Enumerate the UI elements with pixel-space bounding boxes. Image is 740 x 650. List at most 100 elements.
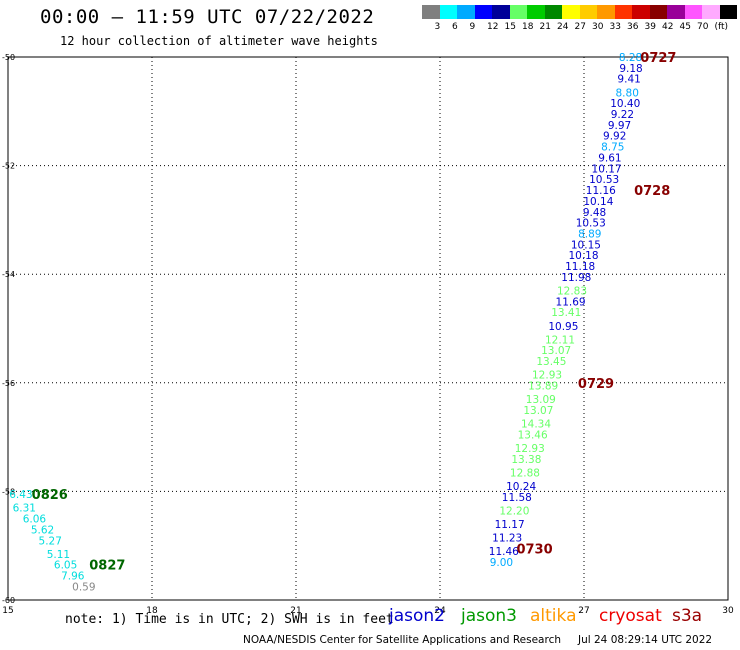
x-tick-label: 30 bbox=[722, 606, 734, 616]
colorbar-label: 39 bbox=[644, 22, 656, 32]
data-point-label: 6.06 bbox=[23, 514, 47, 526]
pass-date-label: 0730 bbox=[516, 542, 552, 557]
y-tick-label: -58 bbox=[2, 487, 15, 496]
data-point-label: 8.89 bbox=[578, 228, 601, 240]
colorbar-swatch bbox=[509, 5, 527, 19]
colorbar-swatch bbox=[457, 5, 475, 19]
data-point-label: 12.83 bbox=[557, 285, 587, 297]
data-point-label: 13.38 bbox=[511, 454, 541, 466]
footer-timestamp: Jul 24 08:29:14 UTC 2022 bbox=[578, 634, 713, 646]
legend-jason3: jason3 bbox=[461, 606, 517, 626]
pass-date-label: 0827 bbox=[89, 559, 125, 574]
data-point-label: 10.15 bbox=[571, 239, 601, 251]
y-tick-label: -60 bbox=[2, 596, 15, 605]
x-tick-label: 15 bbox=[2, 606, 13, 616]
colorbar-label: 15 bbox=[504, 22, 516, 32]
colorbar-swatch bbox=[579, 5, 597, 19]
data-point-label: 12.93 bbox=[515, 443, 545, 455]
legend-jason2: jason2 bbox=[389, 606, 445, 626]
data-point-label: 13.07 bbox=[523, 405, 553, 417]
data-point-label: 11.58 bbox=[502, 492, 532, 504]
colorbar-swatch bbox=[719, 5, 737, 19]
data-point-label: 6.31 bbox=[13, 503, 36, 515]
data-point-label: 13.45 bbox=[536, 356, 566, 368]
colorbar-label: 6 bbox=[452, 22, 458, 32]
pass-date-label: 0729 bbox=[578, 377, 614, 392]
data-point-label: 0.59 bbox=[72, 581, 95, 593]
data-point-label: 8.75 bbox=[601, 142, 624, 154]
colorbar-swatch bbox=[439, 5, 457, 19]
data-point-label: 6.43 bbox=[9, 489, 32, 501]
data-point-label: 13.46 bbox=[518, 429, 548, 441]
data-point-label: 11.23 bbox=[492, 533, 522, 545]
pass-date-label: 0728 bbox=[634, 184, 670, 199]
data-point-label: 11.46 bbox=[489, 546, 519, 558]
data-point-label: 9.92 bbox=[603, 131, 626, 143]
colorbar-label: 30 bbox=[592, 22, 604, 32]
data-point-label: 10.40 bbox=[610, 98, 640, 110]
y-tick-label: -56 bbox=[2, 379, 15, 388]
data-point-label: 10.18 bbox=[568, 250, 598, 262]
colorbar-label: 70 bbox=[697, 22, 709, 32]
data-point-label: 13.09 bbox=[526, 394, 556, 406]
colorbar-swatch bbox=[562, 5, 580, 19]
data-point-label: 13.41 bbox=[551, 307, 581, 319]
page-title: 00:00 — 11:59 UTC 07/22/2022 bbox=[40, 6, 375, 28]
data-point-label: 6.05 bbox=[54, 560, 77, 572]
colorbar-swatch bbox=[422, 5, 440, 19]
pass-date-label: 0826 bbox=[32, 488, 68, 503]
colorbar-label: 27 bbox=[574, 22, 586, 32]
y-tick-label: -52 bbox=[2, 162, 15, 171]
x-tick-label: 18 bbox=[146, 606, 158, 616]
colorbar-swatch bbox=[684, 5, 702, 19]
data-point-label: 10.24 bbox=[506, 481, 536, 493]
colorbar-swatch bbox=[667, 5, 685, 19]
data-point-label: 8.80 bbox=[616, 87, 639, 99]
data-point-label: 12.20 bbox=[499, 505, 529, 517]
data-point-label: 11.17 bbox=[495, 519, 525, 531]
y-tick-label: -50 bbox=[2, 53, 15, 62]
x-tick-label: 21 bbox=[290, 606, 301, 616]
data-point-label: 9.61 bbox=[598, 152, 621, 164]
legend-s3a: s3a bbox=[672, 606, 703, 626]
colorbar-swatch bbox=[614, 5, 632, 19]
colorbar-label: 33 bbox=[609, 22, 621, 32]
colorbar-label: 36 bbox=[627, 22, 639, 32]
colorbar-label: 3 bbox=[434, 22, 441, 32]
data-point-label: 10.17 bbox=[592, 163, 622, 175]
data-point-label: 10.53 bbox=[589, 174, 619, 186]
data-point-label: 10.95 bbox=[548, 321, 578, 333]
legend-cryosat: cryosat bbox=[599, 606, 662, 626]
data-point-label: 9.00 bbox=[490, 557, 513, 569]
data-point-label: 9.41 bbox=[617, 74, 640, 86]
data-point-label: 11.16 bbox=[586, 185, 616, 197]
data-point-label: 12.93 bbox=[532, 370, 562, 382]
data-point-label: 5.11 bbox=[47, 549, 70, 561]
pass-date-label: 0727 bbox=[640, 51, 676, 66]
colorbar-label: 12 bbox=[487, 22, 499, 32]
y-tick-label: -54 bbox=[2, 270, 15, 279]
colorbar-swatch bbox=[649, 5, 667, 19]
colorbar-swatch bbox=[527, 5, 545, 19]
colorbar-label: 42 bbox=[662, 22, 674, 32]
data-point-label: 12.11 bbox=[545, 334, 575, 346]
colorbar-swatch bbox=[544, 5, 562, 19]
data-point-label: 9.18 bbox=[619, 63, 642, 75]
legend-altika: altika bbox=[530, 606, 577, 626]
data-point-label: 9.22 bbox=[611, 109, 634, 121]
colorbar-label: 45 bbox=[679, 22, 691, 32]
data-point-label: 7.96 bbox=[61, 571, 85, 583]
notes: note: 1) Time is in UTC; 2) SWH is in fe… bbox=[65, 612, 394, 627]
data-point-label: 9.97 bbox=[608, 120, 631, 132]
data-point-label: 10.14 bbox=[583, 196, 613, 208]
data-point-label: 5.62 bbox=[31, 524, 54, 536]
data-point-label: 13.89 bbox=[528, 381, 558, 393]
data-point-label: 11.69 bbox=[556, 296, 586, 308]
data-point-label: 14.34 bbox=[521, 419, 551, 431]
colorbar-label: 21 bbox=[539, 22, 551, 32]
colorbar-swatch bbox=[492, 5, 510, 19]
data-point-label: 8.28 bbox=[619, 52, 642, 64]
data-point-label: 10.53 bbox=[576, 218, 606, 230]
colorbar-swatch bbox=[632, 5, 650, 19]
